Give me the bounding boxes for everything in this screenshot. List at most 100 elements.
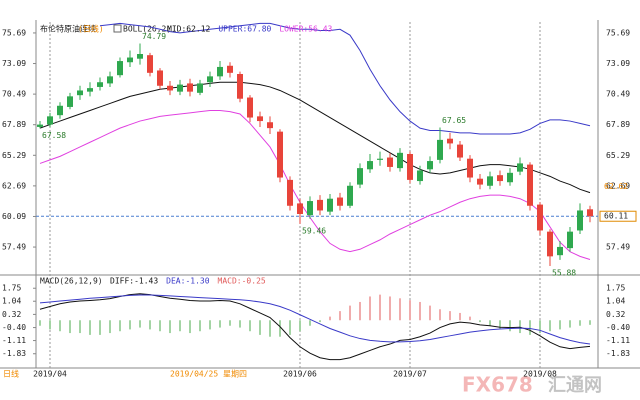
macd-bar [589, 320, 591, 325]
legend-entry: LOWER:56.43 [279, 25, 332, 34]
y-tick-label: 1.04 [606, 297, 625, 306]
y-tick-label: 67.89 [2, 120, 26, 129]
macd-bar [469, 316, 471, 321]
x-tick-label: 2019/06 [283, 370, 317, 379]
x-tick-label: 2019/04 [33, 370, 67, 379]
candle-body [447, 138, 453, 144]
candle-body [247, 97, 253, 118]
macd-bar [39, 320, 41, 326]
macd-line [39, 294, 591, 345]
last-price-box [599, 210, 637, 222]
chart-subtitle: (日线) [78, 24, 104, 34]
legend-entry: DIFF:-1.43 [110, 277, 158, 286]
y-tick-label: 73.09 [2, 59, 26, 68]
macd-bar [559, 320, 561, 330]
y-tick-label: 1.04 [2, 297, 21, 306]
macd-bar [389, 296, 391, 321]
period-button[interactable]: 日线 [3, 369, 19, 379]
macd-bar [139, 320, 141, 328]
macd-indicator-label: MACD(26,12,9) [40, 277, 103, 286]
macd-bar [379, 294, 381, 321]
candle-body [497, 175, 503, 182]
candle-body [297, 203, 303, 214]
candle-body [337, 197, 343, 206]
macd-bar [519, 320, 521, 334]
candle-body [237, 74, 243, 99]
y-tick-label: 1.75 [606, 284, 625, 293]
macd-bar [219, 320, 221, 328]
candle-body [77, 90, 83, 96]
x-tick-label: 2019/07 [393, 370, 427, 379]
macd-bar [349, 305, 351, 321]
candle-body [57, 105, 63, 116]
candle-body [277, 131, 283, 178]
y-tick-label: 0.32 [606, 310, 625, 319]
candle-body [517, 163, 523, 172]
y-tick-label: 75.69 [606, 28, 630, 37]
extreme-label: 55.88 [552, 269, 576, 278]
candle-body [187, 83, 193, 92]
macd-bar [319, 320, 321, 323]
macd-bar [239, 320, 241, 328]
candle-body [227, 65, 233, 73]
candle-body [37, 124, 43, 127]
candle-body [457, 144, 463, 158]
y-tick-label: 65.29 [2, 151, 26, 160]
candle-body [287, 179, 293, 206]
price-tag: 62.62 [604, 182, 628, 191]
candle-body [127, 57, 133, 63]
candle-body [377, 158, 383, 160]
candle-body [307, 201, 313, 216]
candle-body [487, 176, 493, 186]
y-tick-label: -0.40 [606, 323, 630, 332]
macd-bar [229, 320, 231, 326]
macd-bar [409, 300, 411, 321]
candle-body [347, 185, 353, 206]
macd-bar [449, 311, 451, 321]
candle-body [397, 152, 403, 169]
candle-body [467, 158, 473, 178]
y-tick-label: 57.49 [2, 243, 26, 252]
candle-body [367, 161, 373, 170]
candle-body [387, 157, 393, 167]
candle-body [177, 84, 183, 92]
boll-line [39, 109, 591, 261]
y-tick-label: 70.49 [606, 90, 630, 99]
extreme-label: 67.58 [42, 131, 66, 140]
candle-body [47, 116, 53, 125]
y-tick-label: 57.49 [606, 243, 630, 252]
macd-bar [299, 320, 301, 332]
macd-bar [259, 320, 261, 335]
macd-bar [419, 301, 421, 321]
extreme-label: 74.79 [142, 32, 166, 41]
macd-bar [89, 320, 91, 335]
macd-bar [429, 305, 431, 321]
macd-bar [99, 320, 101, 335]
watermark: FX678 [462, 373, 533, 397]
boll-line [99, 22, 591, 135]
y-tick-label: -0.40 [2, 323, 26, 332]
candle-body [157, 70, 163, 86]
macd-bar [179, 320, 181, 332]
macd-bar [199, 320, 201, 332]
indicator-label: BOLL(26,2) [123, 25, 171, 34]
extreme-label: 67.65 [442, 116, 466, 125]
y-tick-label: -1.83 [606, 349, 630, 358]
macd-bar [269, 320, 271, 337]
macd-bar [539, 320, 541, 334]
candle-body [507, 172, 513, 183]
legend-entry: DEA:-1.30 [166, 277, 210, 286]
y-tick-label: 62.69 [606, 181, 630, 190]
macd-bar [439, 309, 441, 321]
candle-body [427, 161, 433, 170]
candle-body [67, 96, 73, 107]
candle-body [417, 170, 423, 182]
watermark: 汇通网 [548, 375, 602, 396]
macd-bar [149, 320, 151, 330]
candle-body [197, 83, 203, 93]
candle-body [407, 154, 413, 180]
macd-bar [59, 320, 61, 332]
cursor-label: 2019/04/25 星期四 [170, 370, 247, 379]
y-tick-label: 60.09 [2, 212, 26, 221]
